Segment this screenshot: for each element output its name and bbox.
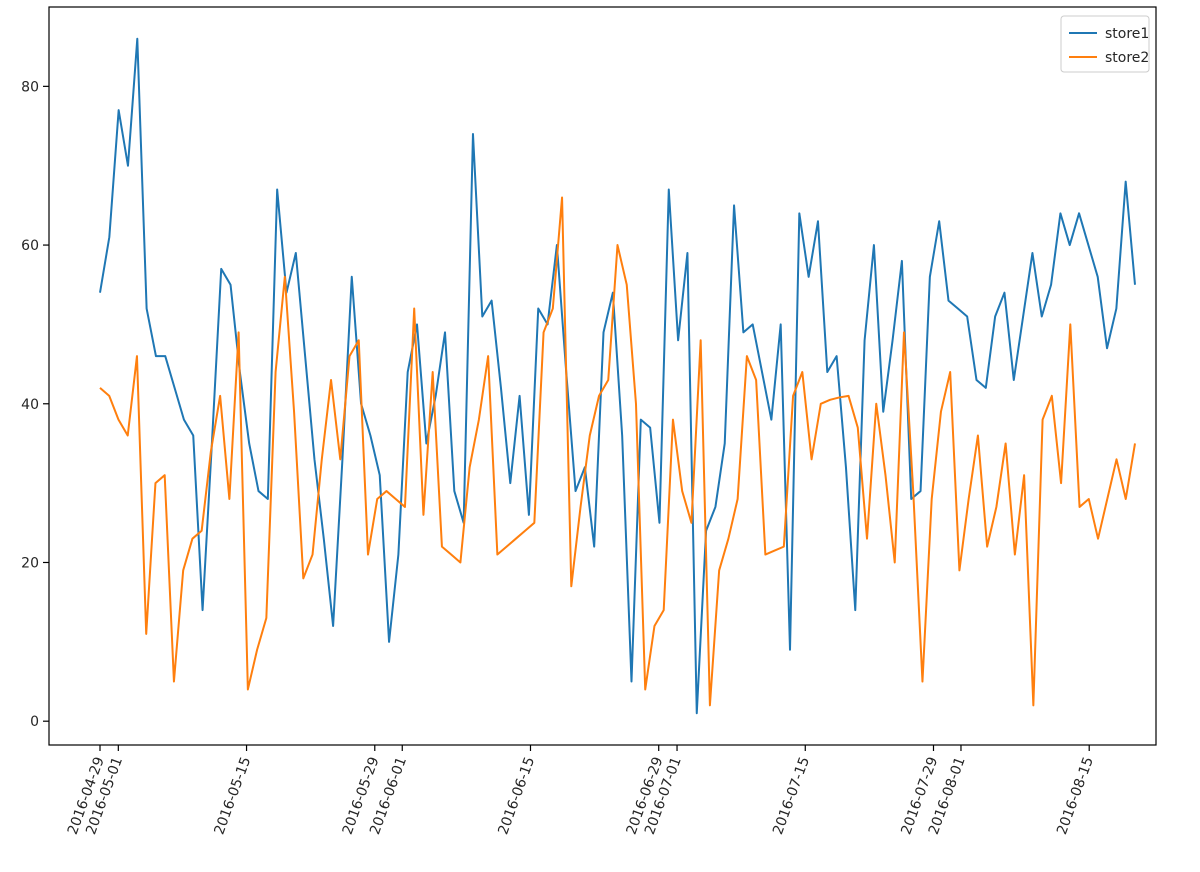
y-tick-label: 0 [30,714,39,730]
x-tick-label: 2016-08-15 [1054,755,1097,837]
legend: store1 store2 [1060,15,1150,73]
y-tick-label: 80 [21,79,39,95]
plot-lines [99,37,1136,715]
x-tick-label: 2016-05-15 [211,755,254,837]
series-line-store2 [99,196,1136,707]
x-tick-label: 2016-07-15 [770,755,813,837]
legend-label-store1: store1 [1105,26,1149,42]
y-axis: 0 20 40 60 80 [21,79,49,730]
x-tick-label: 2016-06-15 [495,755,538,837]
y-tick-label: 40 [21,397,39,413]
series-line-store1 [99,37,1136,715]
y-tick-label: 60 [21,238,39,254]
y-tick-label: 20 [21,555,39,571]
legend-label-store2: store2 [1105,50,1149,66]
axes-frame [48,6,1157,746]
